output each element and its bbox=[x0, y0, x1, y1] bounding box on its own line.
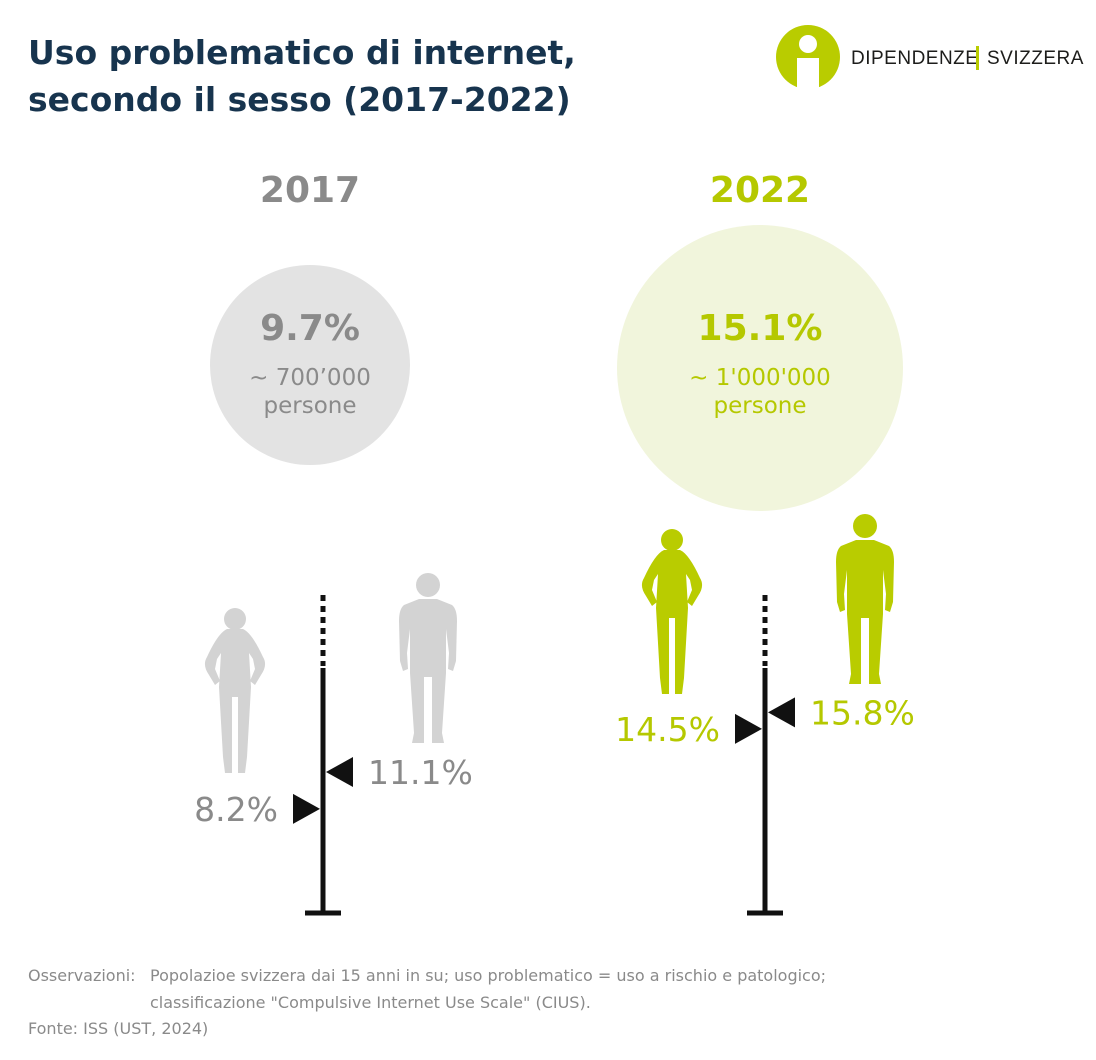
men-arrow bbox=[768, 697, 795, 728]
women-label: 8.2% bbox=[194, 790, 278, 829]
people: persone bbox=[264, 393, 357, 419]
title-line: secondo il sesso (2017-2022) bbox=[28, 80, 571, 119]
source: Fonte: ISS (UST, 2024) bbox=[28, 1019, 208, 1038]
logo-separator bbox=[976, 46, 979, 70]
title-line: Uso problematico di internet, bbox=[28, 33, 576, 72]
bubble bbox=[617, 225, 903, 511]
logo-icon-body bbox=[797, 58, 819, 90]
people: ~ 700’000 bbox=[249, 365, 371, 391]
share: 15.1% bbox=[698, 308, 823, 349]
women-arrow bbox=[735, 713, 762, 744]
women-arrow bbox=[293, 793, 320, 824]
bubble bbox=[210, 265, 410, 465]
year: 2022 bbox=[710, 170, 810, 211]
notes-line: classificazione "Compulsive Internet Use… bbox=[150, 993, 591, 1012]
year: 2017 bbox=[260, 170, 360, 211]
notes-label: Osservazioni: bbox=[28, 966, 136, 985]
men-arrow bbox=[326, 757, 353, 788]
women-label: 14.5% bbox=[615, 710, 720, 749]
men-label: 11.1% bbox=[368, 753, 473, 792]
people: persone bbox=[714, 393, 807, 419]
people: ~ 1'000'000 bbox=[689, 365, 831, 391]
man-figure bbox=[836, 514, 894, 684]
woman-figure bbox=[641, 529, 703, 694]
men-label: 15.8% bbox=[810, 693, 915, 732]
logo-text: DIPENDENZE bbox=[851, 48, 978, 69]
logo-icon-head bbox=[799, 35, 817, 53]
logo: DIPENDENZE SVIZZERA bbox=[776, 25, 1084, 90]
notes-line: Popolazioe svizzera dai 15 anni in su; u… bbox=[150, 966, 826, 985]
woman-figure bbox=[204, 608, 266, 773]
logo-text: SVIZZERA bbox=[987, 48, 1084, 69]
man-figure bbox=[399, 573, 457, 743]
share: 9.7% bbox=[260, 308, 360, 349]
logo-icon bbox=[776, 25, 840, 89]
